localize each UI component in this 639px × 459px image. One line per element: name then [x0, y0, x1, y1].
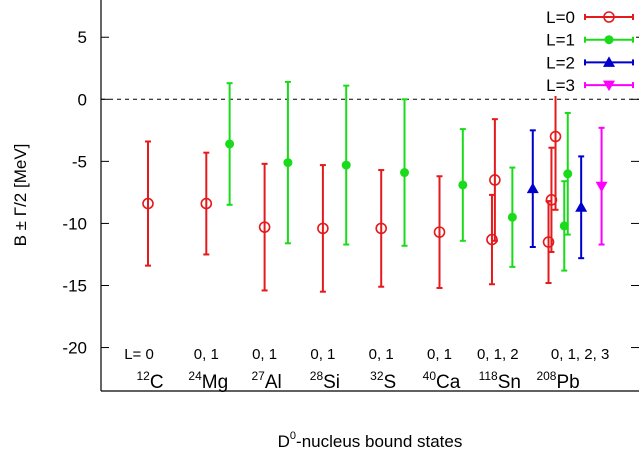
data-point — [433, 226, 446, 238]
data-point — [283, 158, 293, 168]
y-tick-label: 5 — [78, 28, 87, 47]
nucleus-label: 27Al — [251, 369, 281, 393]
data-point — [258, 221, 271, 233]
plot-area — [101, 62, 639, 293]
y-axis-label: B ± Γ/2 [MeV] — [11, 144, 30, 247]
nucleus-label: 24Mg — [188, 369, 228, 393]
legend-label: L=0 — [546, 8, 575, 27]
legend-label: L=2 — [546, 53, 575, 72]
y-tick-label: 0 — [78, 90, 87, 109]
y-tick-label: -5 — [72, 152, 87, 171]
l-values-label: 0, 1 — [194, 346, 219, 363]
nucleus-label: 12C — [136, 369, 163, 393]
l-values-label: L= 0 — [124, 346, 154, 363]
data-point — [225, 139, 235, 149]
data-point — [458, 180, 468, 190]
legend-marker — [603, 11, 615, 23]
l-values-label: 0, 1, 2 — [477, 346, 519, 363]
data-point — [563, 169, 573, 179]
series-l3 — [595, 126, 608, 246]
l-values-label: 0, 1, 2, 3 — [551, 346, 609, 363]
l-values-label: 0, 1 — [252, 346, 277, 363]
data-point — [489, 174, 501, 186]
l-values-label: 0, 1 — [427, 346, 452, 363]
y-tick-label: -15 — [62, 276, 87, 295]
nucleus-label: 28Si — [310, 369, 340, 393]
data-point — [507, 212, 517, 222]
data-point — [542, 236, 555, 248]
legend-marker — [604, 35, 614, 45]
data-point — [575, 201, 588, 212]
nucleus-label: 208Pb — [536, 369, 579, 393]
nucleus-labels: L= 0 12C 0, 1 24Mg 0, 1 27Al 0, 1 28Si 0, 1 32S 0,… — [124, 346, 609, 393]
data-series-group — [142, 62, 608, 293]
legend-marker — [603, 56, 615, 67]
y-tick-label: -10 — [62, 214, 87, 233]
nucleus-label: 118Sn — [479, 369, 521, 393]
series-l1 — [225, 80, 573, 272]
data-point — [549, 130, 562, 143]
l-values-label: 0, 1 — [310, 346, 335, 363]
legend-marker — [603, 80, 615, 92]
nucleus-label: 32S — [370, 369, 396, 393]
l-values-label: 0, 1 — [369, 346, 394, 363]
data-point — [200, 197, 213, 210]
data-point — [142, 197, 154, 210]
data-point — [526, 182, 539, 194]
data-point — [317, 222, 329, 235]
x-axis-label: D0-nucleus bound states — [278, 430, 463, 451]
data-point — [400, 168, 410, 178]
y-tick-label: -20 — [62, 339, 87, 358]
data-point — [595, 181, 608, 193]
data-point — [486, 233, 498, 246]
data-point — [341, 160, 351, 170]
series-l2 — [526, 129, 588, 260]
data-point — [375, 222, 388, 235]
axes: 5 0 -5 -10 -15 -20 — [62, 0, 639, 392]
legend-label: L=1 — [546, 31, 575, 50]
series-l0 — [142, 62, 562, 293]
legend: L=0 L=1 L=2 L=3 — [488, 2, 636, 96]
legend-label: L=3 — [546, 76, 575, 95]
nucleus-label: 40Ca — [423, 369, 461, 393]
